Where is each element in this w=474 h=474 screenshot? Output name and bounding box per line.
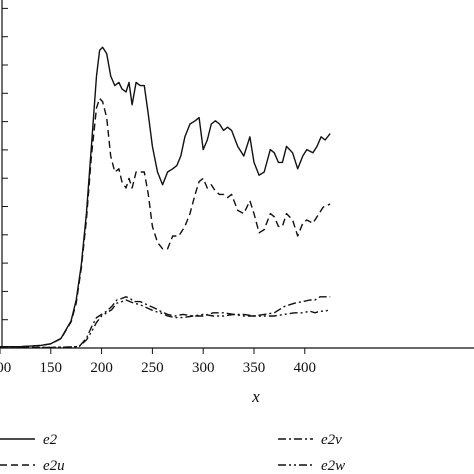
series-line-e2u <box>0 97 331 348</box>
legend: e2 e2u e2v e2w <box>0 432 345 474</box>
x-tick-label: 150 <box>40 360 63 376</box>
legend-label-e2: e2 <box>43 432 58 448</box>
x-tick-label: 300 <box>192 360 215 376</box>
legend-label-e2u: e2u <box>43 458 65 474</box>
series-line-e2 <box>0 46 331 348</box>
legend-label-e2v: e2v <box>321 432 342 448</box>
series-line-e2w <box>0 299 331 349</box>
y-axis-ticks <box>2 7 8 349</box>
plot-area: 100 150 200 250 300 350 400 <box>0 0 474 376</box>
x-tick-label: 400 <box>294 360 317 376</box>
x-tick-label: 350 <box>243 360 266 376</box>
x-axis-ticks: 100 150 200 250 300 350 400 <box>0 348 316 376</box>
x-axis-label: x <box>251 387 260 406</box>
series-lines <box>0 46 331 349</box>
x-tick-label: 250 <box>141 360 164 376</box>
series-line-e2v <box>0 296 331 349</box>
x-tick-label: 200 <box>90 360 113 376</box>
x-tick-label: 100 <box>0 360 11 376</box>
legend-label-e2w: e2w <box>321 458 345 474</box>
